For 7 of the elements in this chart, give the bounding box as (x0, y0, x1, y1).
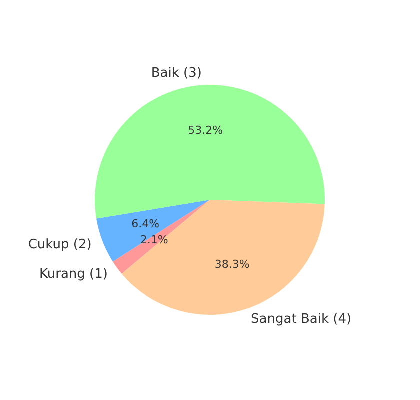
slice-label: Baik (3) (151, 66, 202, 82)
data-label: 53.2% (188, 124, 224, 137)
data-label: 38.3% (214, 258, 250, 272)
slice-label: Sangat Baik (4) (251, 312, 352, 328)
slice-label: Cukup (2) (28, 238, 92, 253)
slice-label: Kurang (1) (39, 267, 108, 282)
data-label: 6.4% (132, 217, 160, 230)
